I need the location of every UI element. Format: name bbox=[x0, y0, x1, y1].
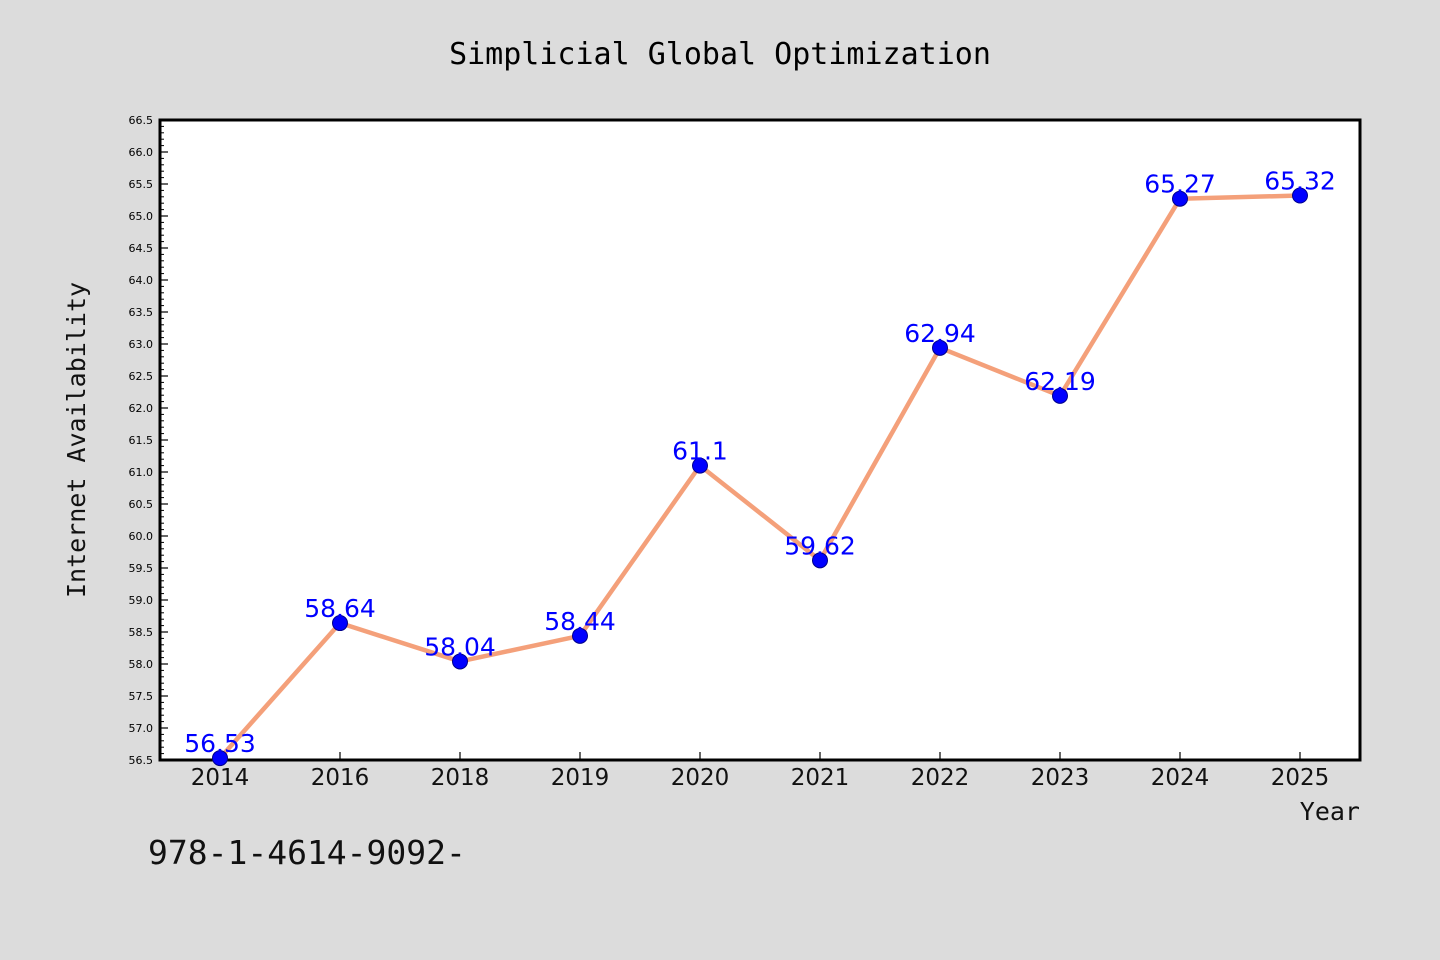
footer-text: 978-1-4614-9092- bbox=[148, 833, 466, 872]
x-tick-label: 2025 bbox=[1271, 765, 1330, 791]
data-label: 58.64 bbox=[304, 594, 376, 623]
data-point bbox=[812, 552, 828, 569]
x-tick-label: 2022 bbox=[911, 765, 970, 791]
data-point bbox=[692, 457, 708, 474]
y-tick-label: 58.0 bbox=[129, 658, 154, 671]
data-point bbox=[1172, 190, 1188, 207]
x-tick-label: 2014 bbox=[191, 765, 250, 791]
x-tick-label: 2019 bbox=[551, 765, 610, 791]
y-tick-label: 64.0 bbox=[129, 274, 154, 287]
y-tick-label: 64.5 bbox=[129, 242, 154, 255]
chart-title: Simplicial Global Optimization bbox=[449, 37, 991, 72]
y-axis: 56.5 57.0 57.5 58.0 58.5 59.0 59.5 60.0 60.5 61.0… bbox=[129, 114, 168, 767]
y-tick-label: 58.5 bbox=[129, 626, 154, 639]
series-line-group: 56.53 58.64 58.04 58.44 61.1 59.62 62.94 62.19 6… bbox=[184, 167, 1336, 767]
series-line bbox=[218, 193, 1301, 760]
y-tick-label: 61.0 bbox=[129, 466, 154, 479]
y-tick-label: 59.0 bbox=[129, 594, 154, 607]
y-tick-label: 62.0 bbox=[129, 402, 154, 415]
x-tick-label: 2016 bbox=[311, 765, 370, 791]
y-tick-label: 66.0 bbox=[129, 146, 154, 159]
x-tick-label: 2018 bbox=[431, 765, 490, 791]
data-label: 56.53 bbox=[184, 729, 256, 758]
y-tick-label: 66.5 bbox=[129, 114, 154, 127]
y-tick-label: 60.0 bbox=[129, 530, 154, 543]
y-tick-label: 59.5 bbox=[129, 562, 154, 575]
x-tick-label: 2024 bbox=[1151, 765, 1210, 791]
y-tick-label: 56.5 bbox=[129, 754, 154, 767]
data-label: 62.19 bbox=[1024, 367, 1096, 396]
x-tick-label: 2020 bbox=[671, 765, 730, 791]
y-tick-label: 63.0 bbox=[129, 338, 154, 351]
data-point bbox=[1292, 187, 1308, 204]
y-tick-label: 60.5 bbox=[129, 498, 154, 511]
y-tick-label: 65.5 bbox=[129, 178, 154, 191]
y-tick-label: 62.5 bbox=[129, 370, 154, 383]
y-tick-label: 63.5 bbox=[129, 306, 154, 319]
x-axis: 2014 2016 2018 2019 2020 2021 2022 2023 2024 2025 bbox=[191, 752, 1330, 791]
data-label: 59.62 bbox=[784, 531, 856, 560]
y-tick-label: 57.5 bbox=[129, 690, 154, 703]
x-axis-label: Year bbox=[1300, 797, 1360, 826]
plot-area bbox=[158, 118, 1362, 762]
data-point bbox=[212, 750, 228, 767]
data-label: 65.27 bbox=[1144, 170, 1216, 199]
data-label: 58.04 bbox=[424, 632, 496, 661]
data-point bbox=[932, 339, 948, 356]
x-tick-label: 2023 bbox=[1031, 765, 1090, 791]
data-label: 58.44 bbox=[544, 607, 616, 636]
y-tick-label: 61.5 bbox=[129, 434, 154, 447]
y-axis-label: Internet Availability bbox=[62, 282, 91, 598]
y-tick-label: 65.0 bbox=[129, 210, 154, 223]
data-label: 65.32 bbox=[1264, 167, 1336, 196]
data-point bbox=[1052, 387, 1068, 404]
data-label: 61.1 bbox=[672, 437, 728, 466]
x-tick-label: 2021 bbox=[791, 765, 850, 791]
data-point bbox=[572, 627, 588, 644]
data-point bbox=[452, 653, 468, 670]
y-tick-label: 57.0 bbox=[129, 722, 154, 735]
data-label: 62.94 bbox=[904, 319, 976, 348]
data-point bbox=[332, 615, 348, 632]
